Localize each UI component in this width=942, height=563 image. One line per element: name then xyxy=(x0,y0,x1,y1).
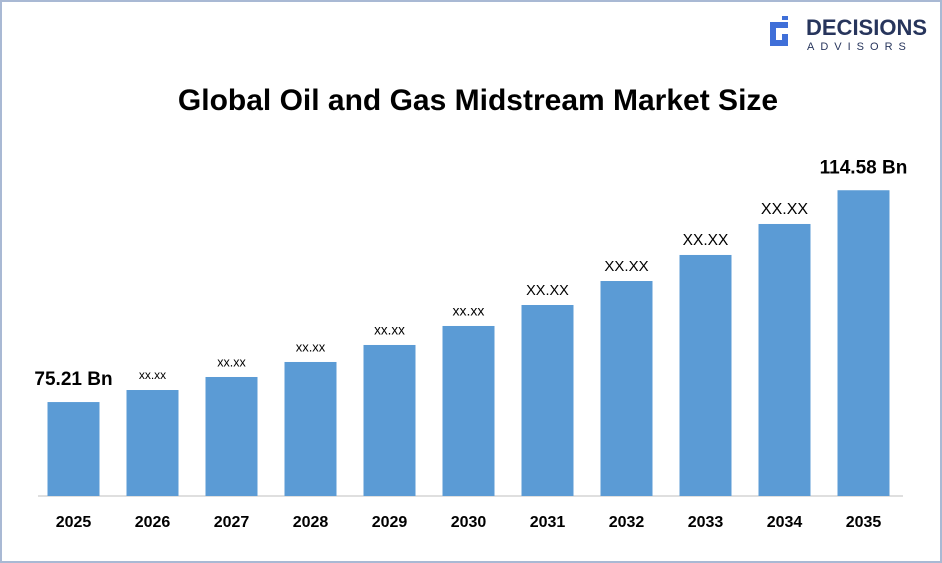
bar xyxy=(600,281,653,496)
value-label: xx.xx xyxy=(217,355,246,369)
value-label: xx.xx xyxy=(296,339,326,354)
value-label: xx.xx xyxy=(374,323,405,338)
x-tick-label: 2030 xyxy=(451,514,487,531)
x-tick-label: 2034 xyxy=(767,514,803,531)
x-tick-label: 2028 xyxy=(293,514,329,531)
x-tick-label: 2025 xyxy=(56,514,92,531)
x-tick-label: 2031 xyxy=(530,514,566,531)
brand-sub: ADVISORS xyxy=(807,41,912,53)
value-label: 114.58 Bn xyxy=(820,157,908,178)
x-tick-label: 2026 xyxy=(135,514,171,531)
bar xyxy=(205,376,258,496)
x-tick-label: 2032 xyxy=(609,514,645,531)
logo-icon xyxy=(770,16,788,46)
bar xyxy=(758,223,811,497)
value-label: 75.21 Bn xyxy=(34,369,112,390)
bar xyxy=(126,390,179,496)
bar xyxy=(521,305,574,496)
bar xyxy=(679,254,732,496)
bar xyxy=(363,344,416,496)
x-tick-label: 2029 xyxy=(372,514,408,531)
value-label: XX.XX xyxy=(526,283,569,299)
bar xyxy=(837,190,890,496)
bar xyxy=(442,325,495,496)
x-tick-label: 2033 xyxy=(688,514,724,531)
x-tick-label: 2027 xyxy=(214,514,250,531)
x-tick-label: 2035 xyxy=(846,514,882,531)
brand-name: DECISIONS xyxy=(806,15,927,40)
value-label: XX.XX xyxy=(683,232,729,249)
value-label: xx.xx xyxy=(453,303,485,319)
value-label: xx.xx xyxy=(139,368,166,382)
value-label: XX.XX xyxy=(604,258,648,275)
bar xyxy=(47,402,100,496)
value-label: XX.XX xyxy=(761,201,808,218)
bar xyxy=(284,361,337,496)
chart-title: Global Oil and Gas Midstream Market Size xyxy=(178,84,778,117)
